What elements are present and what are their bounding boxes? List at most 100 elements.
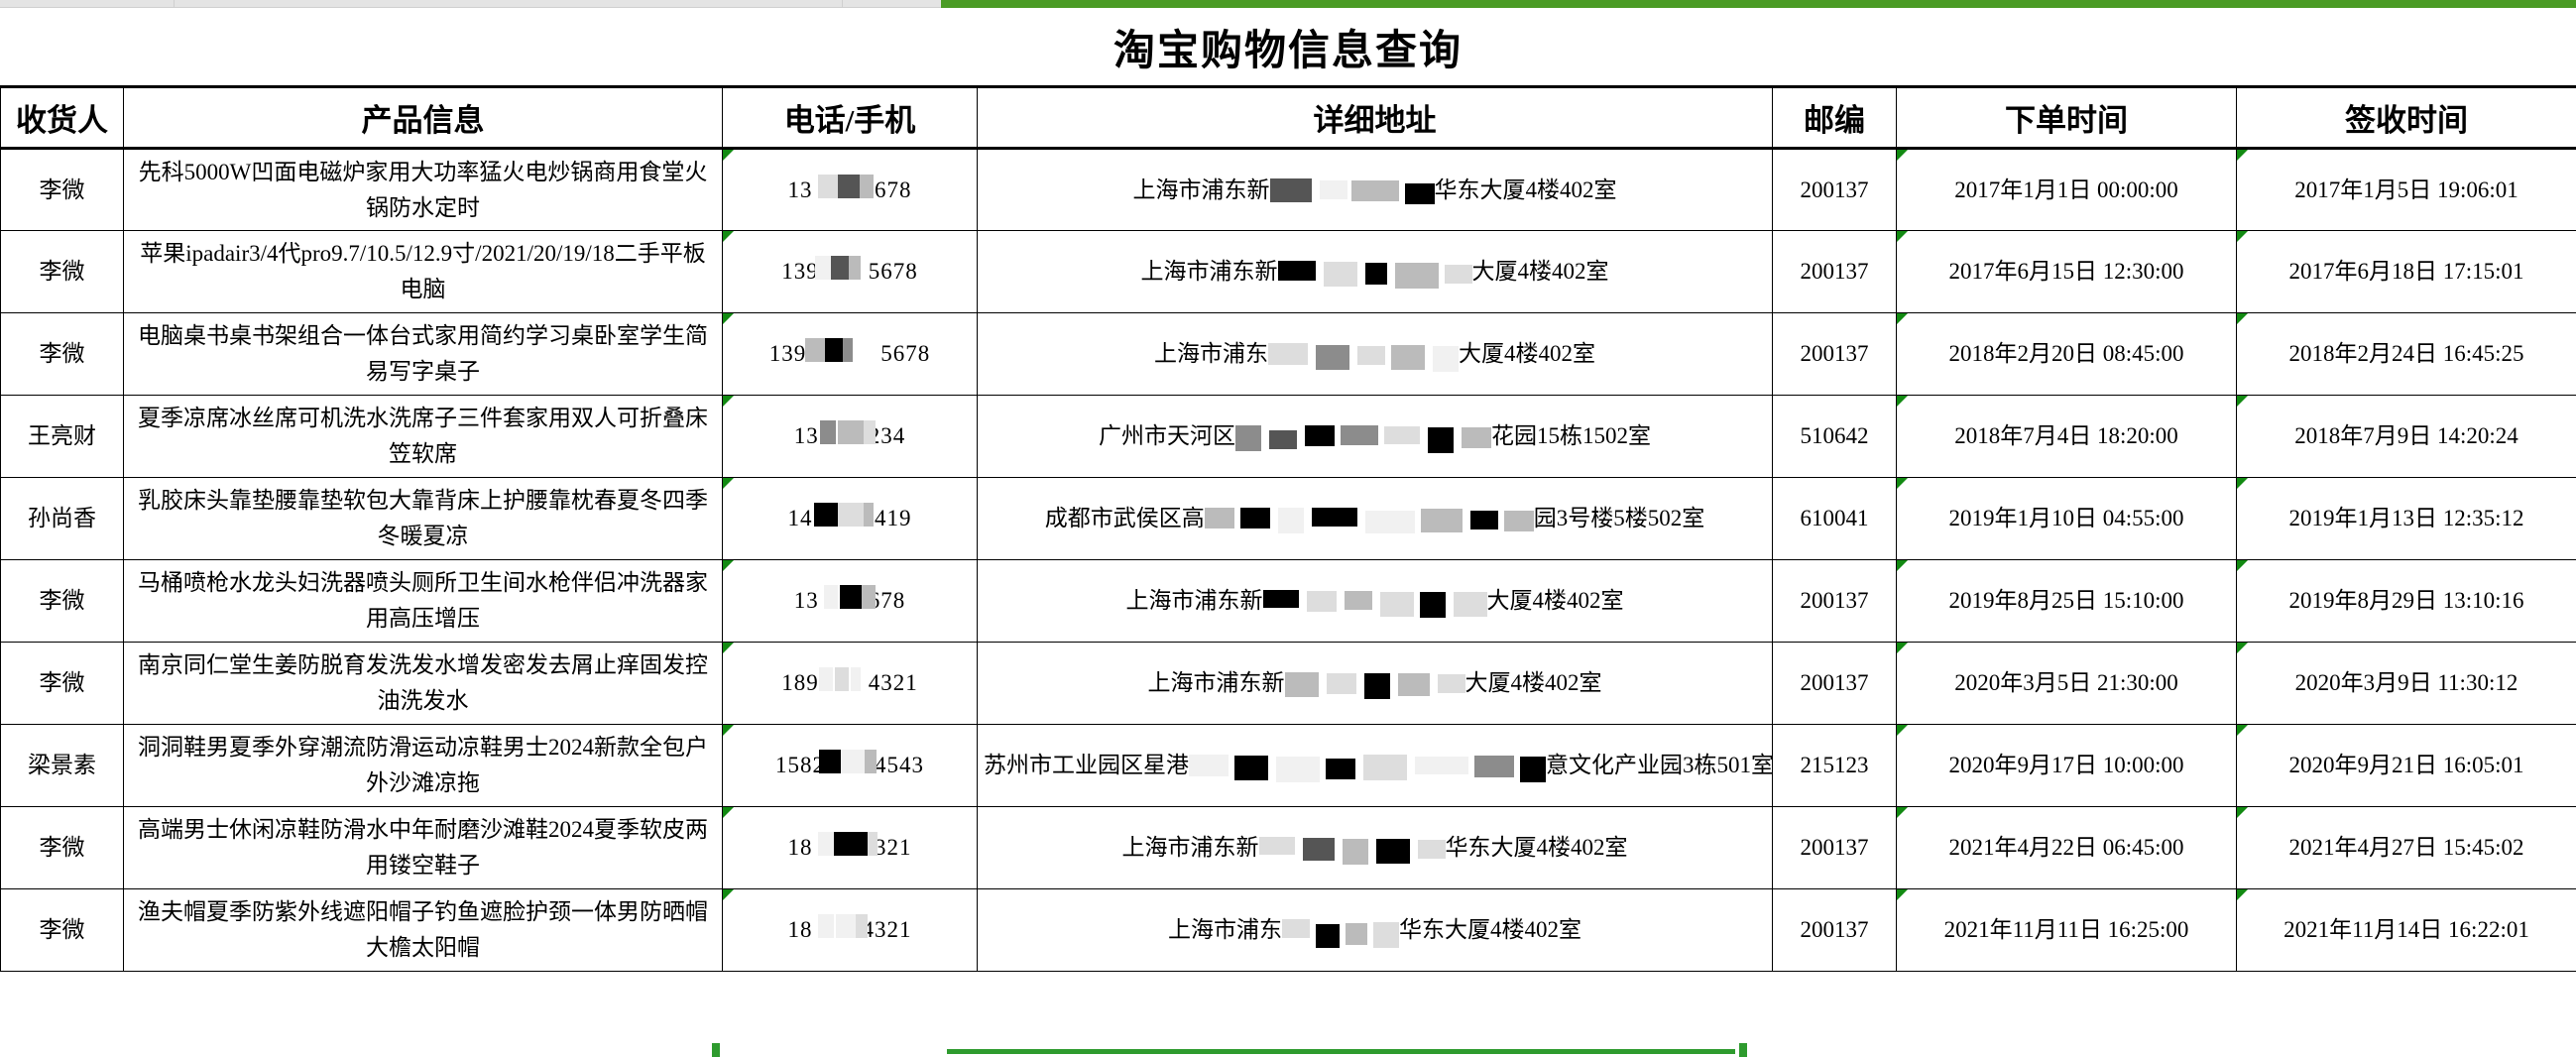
cell-order-time[interactable]: 2019年8月25日 15:10:00	[1896, 559, 2237, 643]
cell-sign-time[interactable]: 2017年6月18日 17:15:01	[2236, 230, 2576, 313]
cell-address[interactable]: 上海市浦东 大厦4楼402室	[977, 312, 1773, 396]
cell-order-time[interactable]: 2017年6月15日 12:30:00	[1896, 230, 2237, 313]
cell-order-time[interactable]: 2019年1月10日 04:55:00	[1896, 477, 2237, 560]
cell-phone[interactable]: 13 678	[722, 559, 978, 643]
cell-sign-time[interactable]: 2021年11月14日 16:22:01	[2236, 888, 2576, 972]
table-row[interactable]: 李微 马桶喷枪水龙头妇洗器喷头厕所卫生间水枪伴侣冲洗器家用高压增压 13 678 上海…	[0, 559, 2576, 643]
table-row[interactable]: 李微 南京同仁堂生姜防脱育发洗发水增发密发去屑止痒固发控油洗发水 189 4321 上…	[0, 642, 2576, 725]
cell-order-time[interactable]: 2020年3月5日 21:30:00	[1896, 642, 2237, 725]
cell-phone[interactable]: 14 5419	[722, 477, 978, 560]
cell-order-time[interactable]: 2018年2月20日 08:45:00	[1896, 312, 2237, 396]
table-body: 李微 先科5000W凹面电磁炉家用大功率猛火电炒锅商用食堂火锅防水定时 13 567…	[0, 148, 2576, 972]
cell-sign-time[interactable]: 2020年9月21日 16:05:01	[2236, 724, 2576, 807]
table-row[interactable]: 李微 渔夫帽夏季防紫外线遮阳帽子钓鱼遮脸护颈一体男防晒帽大檐太阳帽 18 4321 上…	[0, 888, 2576, 972]
redaction-block	[1437, 673, 1465, 693]
cell-zipcode[interactable]: 200137	[1772, 148, 1897, 231]
table-row[interactable]: 李微 苹果ipadair3/4代pro9.7/10.5/12.9寸/2021/20…	[0, 230, 2576, 313]
table-row[interactable]: 孙尚香 乳胶床头靠垫腰靠垫软包大靠背床上护腰靠枕春夏冬四季冬暖夏凉 14 5419 成…	[0, 477, 2576, 560]
redaction-block	[1341, 424, 1378, 445]
cell-product-info[interactable]: 先科5000W凹面电磁炉家用大功率猛火电炒锅商用食堂火锅防水定时	[123, 148, 723, 231]
cell-zipcode[interactable]: 200137	[1772, 806, 1897, 889]
address-prefix: 苏州市工业园区星港	[984, 753, 1189, 777]
cell-order-time[interactable]: 2021年4月22日 06:45:00	[1896, 806, 2237, 889]
cell-phone[interactable]: 18 4321	[722, 888, 978, 972]
cell-address[interactable]: 上海市浦东新 大厦4楼402室	[977, 559, 1773, 643]
cell-address[interactable]: 上海市浦东新 大厦4楼402室	[977, 642, 1773, 725]
redaction-block	[1305, 424, 1335, 446]
cell-zipcode[interactable]: 200137	[1772, 559, 1897, 643]
cell-zipcode[interactable]: 200137	[1772, 230, 1897, 313]
cell-phone[interactable]: 139 5678	[722, 230, 978, 313]
cell-recipient-name[interactable]: 李微	[0, 312, 124, 396]
cell-order-time[interactable]: 2017年1月1日 00:00:00	[1896, 148, 2237, 231]
cell-sign-time[interactable]: 2020年3月9日 11:30:12	[2236, 642, 2576, 725]
table-row[interactable]: 李微 先科5000W凹面电磁炉家用大功率猛火电炒锅商用食堂火锅防水定时 13 567…	[0, 148, 2576, 231]
cell-address[interactable]: 广州市天河区 花园15栋1502室	[977, 395, 1773, 478]
cell-sign-time[interactable]: 2019年1月13日 12:35:12	[2236, 477, 2576, 560]
cell-recipient-name[interactable]: 梁景素	[0, 724, 124, 807]
cell-order-time[interactable]: 2021年11月11日 16:25:00	[1896, 888, 2237, 972]
cell-zipcode[interactable]: 200137	[1772, 888, 1897, 972]
column-header-product[interactable]: 产品信息	[123, 85, 723, 150]
table-row[interactable]: 梁景素 洞洞鞋男夏季外穿潮流防滑运动凉鞋男士2024新款全包户外沙滩凉拖 1582 …	[0, 724, 2576, 807]
redaction-block	[1375, 838, 1410, 864]
cell-zipcode[interactable]: 200137	[1772, 312, 1897, 396]
cell-product-info[interactable]: 高端男士休闲凉鞋防滑水中年耐磨沙滩鞋2024夏季软皮两用镂空鞋子	[123, 806, 723, 889]
column-header-address[interactable]: 详细地址	[977, 85, 1773, 150]
redaction-block	[1346, 922, 1367, 945]
cell-recipient-name[interactable]: 孙尚香	[0, 477, 124, 560]
cell-sign-time[interactable]: 2017年1月5日 19:06:01	[2236, 148, 2576, 231]
cell-sign-time[interactable]: 2021年4月27日 15:45:02	[2236, 806, 2576, 889]
cell-address[interactable]: 苏州市工业园区星港 意文化产业园3栋501室	[977, 724, 1773, 807]
cell-phone[interactable]: 18 4321	[722, 806, 978, 889]
cell-zipcode[interactable]: 200137	[1772, 642, 1897, 725]
cell-recipient-name[interactable]: 李微	[0, 806, 124, 889]
cell-order-time[interactable]: 2018年7月4日 18:20:00	[1896, 395, 2237, 478]
cell-zipcode[interactable]: 215123	[1772, 724, 1897, 807]
cell-address[interactable]: 上海市浦东新 华东大厦4楼402室	[977, 148, 1773, 231]
address-prefix: 成都市武侯区高	[1044, 506, 1205, 530]
cell-recipient-name[interactable]: 李微	[0, 230, 124, 313]
cell-order-time[interactable]: 2020年9月17日 10:00:00	[1896, 724, 2237, 807]
cell-product-info[interactable]: 马桶喷枪水龙头妇洗器喷头厕所卫生间水枪伴侣冲洗器家用高压增压	[123, 559, 723, 643]
cell-recipient-name[interactable]: 李微	[0, 642, 124, 725]
column-header-sign-time[interactable]: 签收时间	[2236, 85, 2576, 150]
table-row[interactable]: 王亮财 夏季凉席冰丝席可机洗水洗席子三件套家用双人可折叠床笠软席 13 234 广州市…	[0, 395, 2576, 478]
cell-zipcode[interactable]: 510642	[1772, 395, 1897, 478]
comment-marker-icon	[723, 725, 734, 736]
cell-phone[interactable]: 1582 4543	[722, 724, 978, 807]
table-row[interactable]: 李微 电脑桌书桌书架组合一体台式家用简约学习桌卧室学生简易写字桌子 13912 56…	[0, 312, 2576, 396]
cell-sign-time[interactable]: 2019年8月29日 13:10:16	[2236, 559, 2576, 643]
column-header-segment	[174, 0, 842, 8]
cell-phone[interactable]: 13912 5678	[722, 312, 978, 396]
cell-phone[interactable]: 13 5678	[722, 148, 978, 231]
redaction-block	[1234, 756, 1268, 781]
cell-product-info[interactable]: 夏季凉席冰丝席可机洗水洗席子三件套家用双人可折叠床笠软席	[123, 395, 723, 478]
cell-product-info[interactable]: 电脑桌书桌书架组合一体台式家用简约学习桌卧室学生简易写字桌子	[123, 312, 723, 396]
column-header-phone[interactable]: 电话/手机	[722, 85, 978, 150]
cell-phone[interactable]: 189 4321	[722, 642, 978, 725]
column-header-zip[interactable]: 邮编	[1772, 85, 1897, 150]
cell-zipcode[interactable]: 610041	[1772, 477, 1897, 560]
cell-product-info[interactable]: 渔夫帽夏季防紫外线遮阳帽子钓鱼遮脸护颈一体男防晒帽大檐太阳帽	[123, 888, 723, 972]
cell-sign-time[interactable]: 2018年7月9日 14:20:24	[2236, 395, 2576, 478]
cell-product-info[interactable]: 乳胶床头靠垫腰靠垫软包大靠背床上护腰靠枕春夏冬四季冬暖夏凉	[123, 477, 723, 560]
cell-product-info[interactable]: 南京同仁堂生姜防脱育发洗发水增发密发去屑止痒固发控油洗发水	[123, 642, 723, 725]
cell-address[interactable]: 成都市武侯区高 园3号楼5楼502室	[977, 477, 1773, 560]
cell-recipient-name[interactable]: 李微	[0, 559, 124, 643]
cell-address[interactable]: 上海市浦东新 大厦4楼402室	[977, 230, 1773, 313]
cell-address[interactable]: 上海市浦东 华东大厦4楼402室	[977, 888, 1773, 972]
cell-product-info[interactable]: 洞洞鞋男夏季外穿潮流防滑运动凉鞋男士2024新款全包户外沙滩凉拖	[123, 724, 723, 807]
column-header-name[interactable]: 收货人	[0, 85, 124, 150]
cell-recipient-name[interactable]: 王亮财	[0, 395, 124, 478]
cell-recipient-name[interactable]: 李微	[0, 148, 124, 231]
cell-recipient-name[interactable]: 李微	[0, 888, 124, 972]
address-prefix: 广州市天河区	[1099, 423, 1235, 448]
redaction-block	[1373, 921, 1399, 948]
cell-phone[interactable]: 13 234	[722, 395, 978, 478]
table-row[interactable]: 李微 高端男士休闲凉鞋防滑水中年耐磨沙滩鞋2024夏季软皮两用镂空鞋子 18 432…	[0, 806, 2576, 889]
column-header-order-time[interactable]: 下单时间	[1896, 85, 2237, 150]
cell-product-info[interactable]: 苹果ipadair3/4代pro9.7/10.5/12.9寸/2021/20/1…	[123, 230, 723, 313]
cell-address[interactable]: 上海市浦东新 华东大厦4楼402室	[977, 806, 1773, 889]
cell-sign-time[interactable]: 2018年2月24日 16:45:25	[2236, 312, 2576, 396]
